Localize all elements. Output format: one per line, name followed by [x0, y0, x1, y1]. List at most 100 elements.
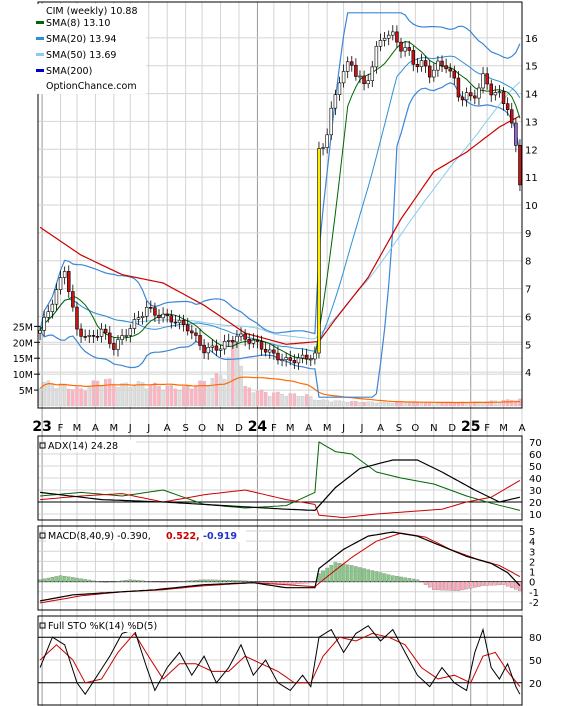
macd-histogram-bar: [210, 579, 215, 582]
volume-bar: [469, 402, 473, 407]
bollinger-upper-line: [39, 12, 521, 335]
macd-histogram-bar: [481, 581, 485, 586]
candle-body: [370, 66, 375, 81]
macd-histogram-bar: [308, 581, 313, 584]
x-axis-label: N: [430, 423, 437, 434]
sto-legend-background: [46, 620, 166, 632]
candle-body: [321, 147, 325, 149]
volume-bar: [46, 380, 50, 407]
candle-body: [427, 65, 432, 78]
price-tick-label: 13: [525, 117, 538, 128]
volume-bar: [493, 400, 498, 407]
sto-d-line: [39, 632, 521, 687]
macd-histogram-bar: [222, 579, 227, 582]
volume-bar: [350, 401, 354, 407]
candle-body: [235, 335, 239, 343]
x-axis-label: F: [58, 423, 64, 434]
candle-body: [210, 345, 215, 348]
candle-body: [247, 339, 251, 344]
macd-histogram-bar: [177, 581, 182, 583]
volume-bar: [165, 385, 169, 407]
macd-histogram-bar: [485, 581, 489, 586]
candle-body: [362, 75, 366, 85]
volume-bar: [411, 401, 416, 407]
volume-bar: [132, 385, 137, 407]
candle-body: [239, 333, 243, 337]
candle-body: [99, 328, 104, 337]
macd-histogram-bar: [321, 570, 325, 582]
price-series: [38, 12, 522, 398]
sto-k-line: [39, 625, 521, 696]
candle-body: [177, 319, 182, 324]
volume-bar: [99, 385, 104, 407]
x-axis-label: A: [164, 423, 171, 434]
macd-histogram-bar: [276, 581, 280, 585]
candle-body: [415, 63, 420, 68]
candle-body: [181, 319, 186, 326]
price-tick-label: 9: [525, 229, 531, 240]
macd-histogram-bar: [497, 581, 502, 586]
volume-bar: [489, 400, 493, 407]
sto-tick-label: 80: [529, 633, 542, 644]
volume-bar: [321, 399, 325, 407]
price-tick-label: 4: [525, 368, 531, 379]
candle-body: [382, 37, 387, 41]
candle-body: [272, 349, 276, 354]
volume-bar: [67, 388, 71, 407]
macd-histogram-bar: [243, 580, 247, 582]
volume-bar: [366, 401, 370, 407]
macd-histogram-bar: [460, 581, 465, 591]
macd-histogram-bar: [349, 565, 354, 582]
candle-body: [399, 41, 403, 52]
volume-bar: [313, 399, 317, 407]
price-tick-label: 11: [525, 173, 538, 184]
macd-histogram-bar: [58, 575, 63, 582]
macd-histogram-bar: [87, 579, 92, 582]
macd-histogram-bar: [452, 581, 457, 591]
candle-body: [243, 333, 247, 340]
x-axis-label: F: [484, 423, 490, 434]
volume-bar: [206, 386, 210, 407]
macd-histogram-bar: [267, 581, 272, 584]
macd-histogram-bar: [161, 581, 165, 583]
volume-bar: [452, 402, 457, 407]
panel-frame: [37, 1, 523, 409]
macd-tick-label: 4: [529, 537, 535, 548]
candle-body: [169, 315, 174, 323]
volume-bar: [436, 403, 440, 407]
macd-histogram-bar: [333, 562, 338, 582]
macd-histogram-bar: [169, 581, 174, 583]
candle-body: [198, 335, 202, 346]
candle-body: [144, 307, 149, 317]
macd-histogram-bar: [464, 581, 469, 590]
candle-body: [423, 60, 428, 67]
candle-body: [350, 61, 354, 66]
candle-body: [510, 109, 514, 124]
macd-histogram-bar: [468, 581, 473, 589]
volume-bar: [157, 385, 161, 407]
volume-bar: [71, 389, 75, 407]
volume-bar: [247, 387, 251, 407]
volume-bar: [358, 402, 362, 407]
volume-bar: [407, 402, 411, 407]
candle-body: [268, 349, 272, 353]
candle-body: [407, 47, 411, 51]
candle-body: [518, 145, 522, 186]
candle-body: [333, 94, 338, 109]
macd-tick-label: -2: [529, 598, 539, 609]
volume-bar: [280, 394, 284, 407]
candle-body: [116, 339, 120, 350]
volume-bar: [259, 389, 264, 407]
volume-bar: [239, 365, 243, 407]
volume-bar: [333, 400, 338, 407]
candle-body: [309, 358, 313, 361]
x-axis-label: M: [323, 423, 332, 434]
bollinger-lower-line: [39, 82, 521, 398]
price-tick-label: 16: [525, 34, 538, 45]
candle-body: [194, 332, 198, 336]
volume-bar: [263, 392, 268, 407]
adx-tick-label: 50: [529, 462, 542, 473]
macd-histogram-bar: [509, 581, 514, 588]
macd-histogram-bar: [153, 581, 157, 583]
